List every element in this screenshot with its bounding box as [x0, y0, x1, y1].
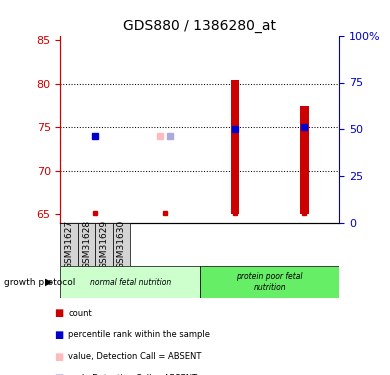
Text: protein poor fetal
nutrition: protein poor fetal nutrition [236, 273, 303, 292]
Text: normal fetal nutrition: normal fetal nutrition [90, 278, 171, 286]
Text: ■: ■ [55, 330, 64, 340]
Text: percentile rank within the sample: percentile rank within the sample [68, 330, 210, 339]
Text: value, Detection Call = ABSENT: value, Detection Call = ABSENT [68, 352, 202, 361]
Text: GSM31627: GSM31627 [65, 220, 74, 269]
Text: ■: ■ [55, 308, 64, 318]
Text: ■: ■ [55, 352, 64, 362]
Title: GDS880 / 1386280_at: GDS880 / 1386280_at [123, 19, 277, 33]
Bar [300, 106, 308, 214]
Text: ■: ■ [55, 374, 64, 375]
Text: growth protocol: growth protocol [4, 278, 75, 286]
Text: rank, Detection Call = ABSENT: rank, Detection Call = ABSENT [68, 374, 197, 375]
Text: GSM31630: GSM31630 [117, 220, 126, 269]
Bar [230, 80, 239, 214]
Bar [78, 223, 95, 266]
Text: count: count [68, 309, 92, 318]
Bar [60, 223, 78, 266]
Text: GSM31628: GSM31628 [82, 220, 91, 269]
Bar [60, 266, 200, 298]
Bar [95, 223, 113, 266]
Text: GSM31629: GSM31629 [99, 220, 108, 269]
Text: ▶: ▶ [45, 277, 53, 287]
Bar [113, 223, 130, 266]
Bar [200, 266, 339, 298]
